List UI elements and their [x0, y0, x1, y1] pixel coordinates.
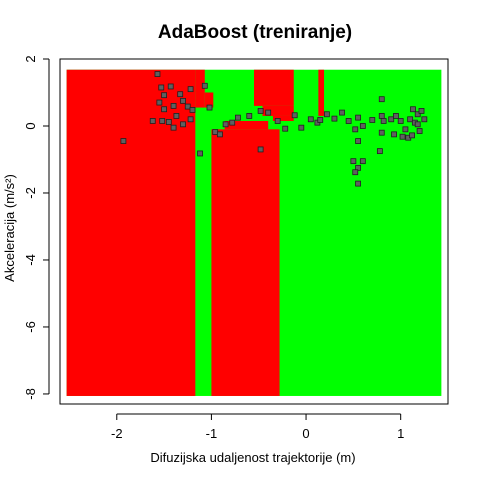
- region-class_a-6: [254, 69, 294, 106]
- region-class_a-5: [224, 120, 269, 130]
- data-point: [378, 96, 385, 103]
- data-point: [416, 128, 423, 134]
- data-point: [414, 111, 421, 118]
- data-point: [257, 108, 264, 114]
- data-point: [317, 117, 324, 123]
- data-point: [282, 125, 289, 132]
- data-point: [407, 116, 414, 123]
- data-point: [410, 106, 416, 113]
- data-point: [339, 109, 345, 116]
- plot-frame: [59, 58, 449, 405]
- data-point: [173, 113, 180, 119]
- data-point: [235, 114, 241, 121]
- data-point: [352, 169, 359, 176]
- region-class_a-2: [195, 69, 205, 108]
- data-point: [397, 118, 404, 124]
- data-point: [180, 97, 186, 104]
- data-point: [212, 129, 219, 135]
- data-point: [156, 99, 163, 106]
- x-tick-label: 1: [397, 426, 404, 441]
- data-point: [331, 115, 338, 122]
- data-point: [355, 180, 361, 187]
- data-point: [323, 111, 330, 118]
- data-point: [376, 148, 383, 155]
- data-point: [177, 91, 184, 98]
- data-point: [161, 92, 167, 99]
- data-point: [399, 133, 406, 140]
- data-point: [222, 121, 229, 128]
- data-point: [229, 119, 236, 126]
- region-class_a-4: [211, 129, 280, 396]
- data-point: [197, 150, 203, 157]
- data-point: [274, 118, 281, 124]
- chart-title: AdaBoost (treniranje): [158, 22, 352, 43]
- data-point: [359, 158, 366, 165]
- data-point: [120, 138, 127, 144]
- data-point: [189, 107, 196, 113]
- region-class_a-3: [204, 92, 214, 108]
- data-point: [350, 158, 357, 165]
- data-point: [161, 106, 167, 113]
- data-point: [165, 119, 172, 125]
- data-point: [345, 118, 352, 124]
- region-class_a-7: [262, 105, 294, 116]
- x-axis: -2 -1 0 1: [111, 413, 404, 441]
- region-class_a-1: [66, 69, 196, 396]
- data-point: [393, 113, 399, 119]
- data-point: [154, 71, 161, 77]
- data-point: [369, 117, 376, 123]
- x-tick-label: -2: [111, 426, 123, 441]
- data-point: [388, 116, 395, 123]
- y-axis: -8 -6 -4 -2 0 2: [23, 55, 50, 400]
- data-point: [409, 132, 415, 139]
- data-point: [184, 103, 191, 110]
- data-point: [298, 124, 305, 131]
- data-point: [170, 124, 177, 131]
- data-point: [265, 109, 272, 116]
- x-axis-label: Difuzijska udaljenost trajektorije (m): [150, 450, 355, 465]
- y-axis-label: Akceleracija (m/s²): [2, 174, 17, 282]
- data-point: [217, 131, 223, 138]
- region-class_a-9: [318, 69, 325, 116]
- data-point: [159, 118, 166, 124]
- y-tick-label: 0: [23, 122, 38, 129]
- data-point: [391, 131, 397, 138]
- data-point: [291, 112, 298, 119]
- data-point: [414, 121, 421, 128]
- data-point: [352, 126, 359, 133]
- data-point: [378, 129, 385, 136]
- y-tick-label: -2: [23, 187, 38, 199]
- data-point: [206, 104, 213, 111]
- data-point: [201, 82, 208, 89]
- data-point: [355, 114, 361, 121]
- data-point: [380, 118, 387, 124]
- data-point: [149, 118, 156, 124]
- y-tick-label: -4: [23, 254, 38, 266]
- x-tick-label: -1: [206, 426, 218, 441]
- data-point: [378, 113, 385, 119]
- region-class_a-8: [272, 115, 294, 121]
- data-point: [180, 121, 186, 128]
- data-point: [355, 138, 361, 144]
- y-tick-label: -8: [23, 388, 38, 400]
- data-point: [170, 102, 177, 109]
- data-point: [418, 108, 425, 114]
- data-point: [359, 123, 366, 129]
- data-point: [246, 113, 253, 119]
- data-points: [120, 71, 428, 187]
- data-point: [421, 116, 428, 123]
- data-point: [402, 126, 409, 133]
- data-point: [187, 86, 194, 93]
- data-point: [257, 146, 264, 153]
- decision-regions: [66, 69, 442, 396]
- data-point: [307, 116, 314, 123]
- data-point: [187, 116, 194, 123]
- data-point: [167, 83, 174, 90]
- data-point: [158, 84, 165, 91]
- x-tick-label: 0: [302, 426, 309, 441]
- y-tick-label: -6: [23, 321, 38, 333]
- y-tick-label: 2: [23, 55, 38, 62]
